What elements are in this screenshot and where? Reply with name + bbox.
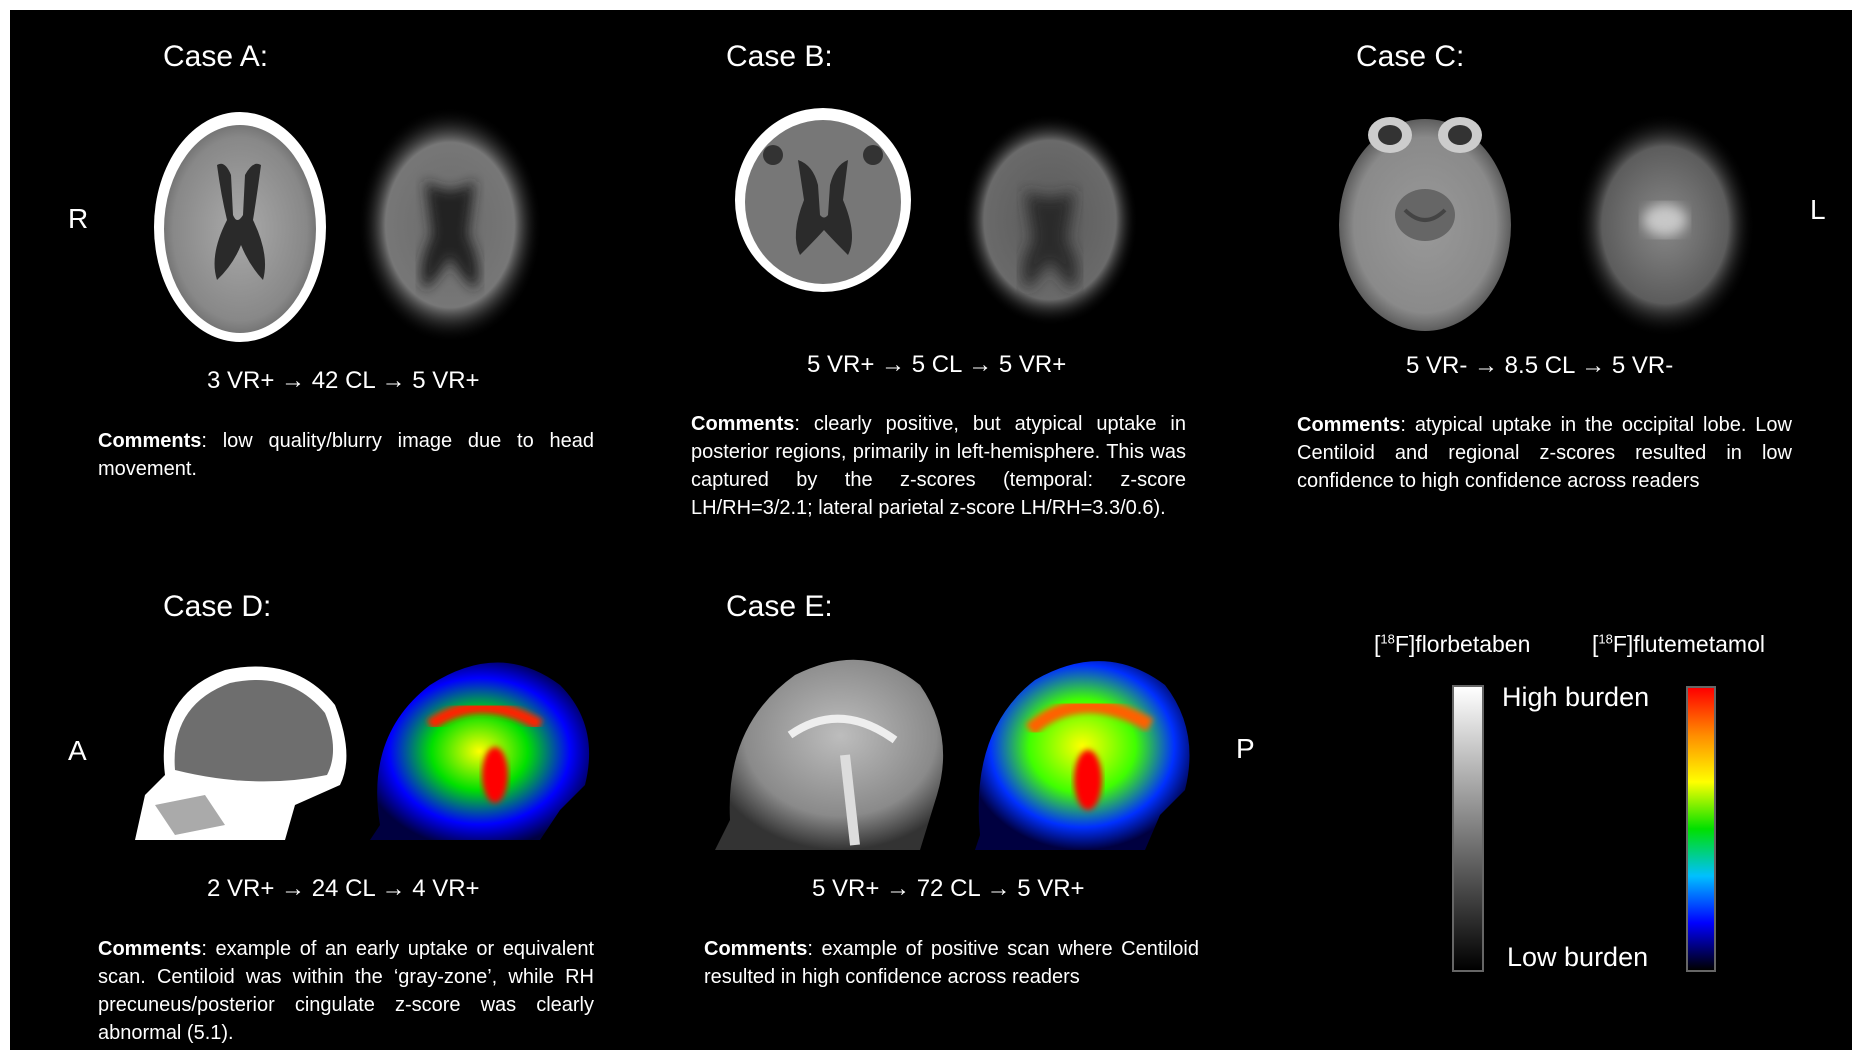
orientation-anterior-label: A [68, 735, 87, 766]
case-a-title: Case A: [163, 40, 269, 73]
legend-florbetaben-isotope: 18 [1380, 631, 1395, 647]
case-c-flow: 5 VR- → 8.5 CL → 5 VR- [1406, 352, 1674, 379]
case-e-title: Case E: [726, 590, 833, 623]
case-b-pet-image [962, 114, 1138, 326]
case-a-comment-label: Comments [98, 430, 202, 452]
rainbow-colorbar [1686, 686, 1716, 972]
case-e-mri-image [715, 659, 944, 850]
case-b-ct-image [735, 108, 911, 292]
figure-canvas: R L A P Case A: 3 VR+ → 42 CL → 5 VR+ Co… [10, 10, 1852, 1050]
case-e-comment-text: : example of positive scan where Centilo… [704, 938, 1199, 988]
case-b-comment: Comments: clearly positive, but atypical… [691, 410, 1186, 522]
case-c-pet-image [1575, 113, 1755, 337]
case-a-pet-image [358, 107, 542, 343]
case-c-comment: Comments: atypical uptake in the occipit… [1297, 411, 1792, 495]
orientation-posterior-label: P [1236, 733, 1255, 764]
case-e-pet-image [975, 661, 1190, 850]
case-c-comment-label: Comments [1297, 414, 1401, 436]
case-e-flow: 5 VR+ → 72 CL → 5 VR+ [812, 875, 1085, 902]
legend-flutemetamol-label: [18F]flutemetamol [1592, 631, 1765, 657]
case-d-comment: Comments: example of an early uptake or … [98, 935, 594, 1047]
gray-colorbar [1452, 685, 1484, 972]
case-d-comment-label: Comments [98, 938, 202, 960]
case-d-ct-image [135, 666, 347, 840]
case-d-flow: 2 VR+ → 24 CL → 4 VR+ [207, 875, 480, 902]
case-a-ct-image [154, 112, 326, 342]
case-e-comment-label: Comments [704, 938, 808, 960]
case-b-comment-text: : clearly positive, but atypical uptake … [691, 413, 1186, 519]
case-b-comment-label: Comments [691, 413, 795, 435]
case-a-flow: 3 VR+ → 42 CL → 5 VR+ [207, 367, 480, 394]
case-a-comment-text: : low quality/blurry image due to head m… [98, 430, 594, 480]
legend-florbetaben-label: [18F]florbetaben [1374, 631, 1531, 657]
case-e-comment: Comments: example of positive scan where… [704, 935, 1199, 991]
orientation-left-label: L [1810, 194, 1826, 225]
legend-high-burden: High burden [1502, 682, 1650, 712]
case-d-comment-text: : example of an early uptake or equivale… [98, 938, 594, 1044]
case-c-comment-text: : atypical uptake in the occipital lobe.… [1297, 414, 1792, 492]
case-a-comment: Comments: low quality/blurry image due t… [98, 427, 594, 483]
legend-flutemetamol-isotope: 18 [1598, 631, 1613, 647]
case-c-title: Case C: [1356, 40, 1465, 73]
orientation-right-label: R [68, 203, 89, 234]
case-c-mri-image [1339, 117, 1511, 331]
legend-florbetaben-name: F]florbetaben [1394, 631, 1531, 657]
case-d-title: Case D: [163, 590, 272, 623]
case-d-pet-image [370, 662, 590, 840]
legend-low-burden: Low burden [1507, 942, 1649, 972]
case-b-flow: 5 VR+ → 5 CL → 5 VR+ [807, 351, 1067, 378]
legend-flutemetamol-name: F]flutemetamol [1612, 631, 1765, 657]
case-b-title: Case B: [726, 40, 833, 73]
